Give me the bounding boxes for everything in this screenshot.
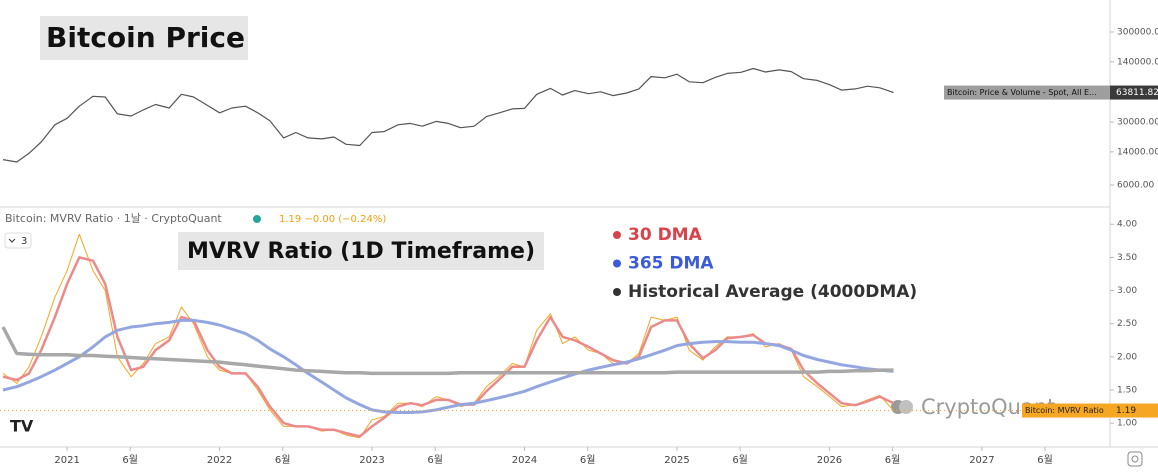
legend-marker: [613, 259, 621, 268]
x-tick-label: 2025: [664, 455, 689, 466]
indicator-count: 3: [21, 236, 27, 247]
series-tag-label: Bitcoin: MVRV Ratio: [1025, 406, 1104, 415]
y-tick-label: 4.00: [1117, 220, 1137, 230]
x-tick-label: 6월: [275, 454, 291, 466]
x-tick-label: 6월: [427, 454, 443, 466]
y-tick-label: 2.50: [1117, 319, 1137, 329]
y-tick-label: 1.50: [1117, 385, 1137, 395]
y-tick-label: 3.00: [1117, 286, 1137, 296]
y-tick-label: 140000.00: [1117, 57, 1158, 67]
legend-marker: [613, 288, 621, 296]
chart-title: Bitcoin Price: [46, 21, 245, 54]
x-tick-label: 2024: [512, 455, 537, 466]
title-box: [40, 16, 248, 60]
legend-label: 30 DMA: [628, 225, 703, 245]
series-line: [2, 67, 894, 163]
x-tick-label: 6월: [1037, 454, 1053, 466]
series-line: [2, 256, 895, 438]
series-line: [1, 326, 894, 376]
x-tick-label: 6월: [580, 454, 596, 466]
y-tick-label: 14000.00: [1117, 147, 1158, 157]
y-tick-label: 30000.00: [1117, 118, 1158, 128]
y-tick-label: 2.00: [1117, 352, 1137, 362]
x-tick-label: 6월: [732, 454, 748, 466]
y-tick-label: 6000.00: [1117, 181, 1154, 191]
chevron-icon: [8, 238, 16, 243]
series-line: [2, 318, 894, 414]
x-tick-label: 6월: [885, 454, 901, 466]
chart-title: MVRV Ratio (1D Timeframe): [187, 239, 535, 264]
value-tag-label: 63811.82: [1116, 88, 1158, 98]
watermark-icon: [899, 400, 913, 414]
legend-label: 365 DMA: [628, 254, 714, 274]
x-tick-label: 2027: [969, 455, 994, 466]
status-dot: [253, 215, 261, 223]
indicator-header: Bitcoin: MVRV Ratio · 1날 · CryptoQuant: [5, 212, 222, 225]
settings-icon: [1131, 455, 1139, 463]
legend-label: Historical Average (4000DMA): [628, 282, 917, 302]
legend-marker: [613, 231, 621, 239]
indicator-status: 1.19 −0.00 (−0.24%): [279, 214, 386, 225]
x-tick-label: 2023: [359, 455, 384, 466]
x-tick-label: 2022: [207, 455, 232, 466]
value-tag-label: 1.19: [1116, 406, 1136, 416]
series-tag: [1022, 403, 1110, 418]
series-tag: [944, 85, 1110, 100]
tv-logo: TV: [10, 417, 34, 436]
indicator-toggle[interactable]: [4, 232, 32, 249]
title-box: [178, 232, 544, 270]
value-tag: [1110, 403, 1158, 418]
y-tick-label: 3.50: [1117, 253, 1137, 263]
y-tick-label: 300000.00: [1117, 28, 1158, 38]
x-tick-label: 2021: [54, 455, 79, 466]
x-tick-label: 2026: [817, 455, 842, 466]
series-tag-label: Bitcoin: Price & Volume - Spot, All E...: [947, 88, 1097, 97]
value-tag: [1110, 85, 1158, 100]
settings-button[interactable]: [1127, 451, 1143, 467]
x-tick-label: 6월: [122, 454, 138, 466]
y-tick-label: 1.00: [1117, 419, 1137, 429]
